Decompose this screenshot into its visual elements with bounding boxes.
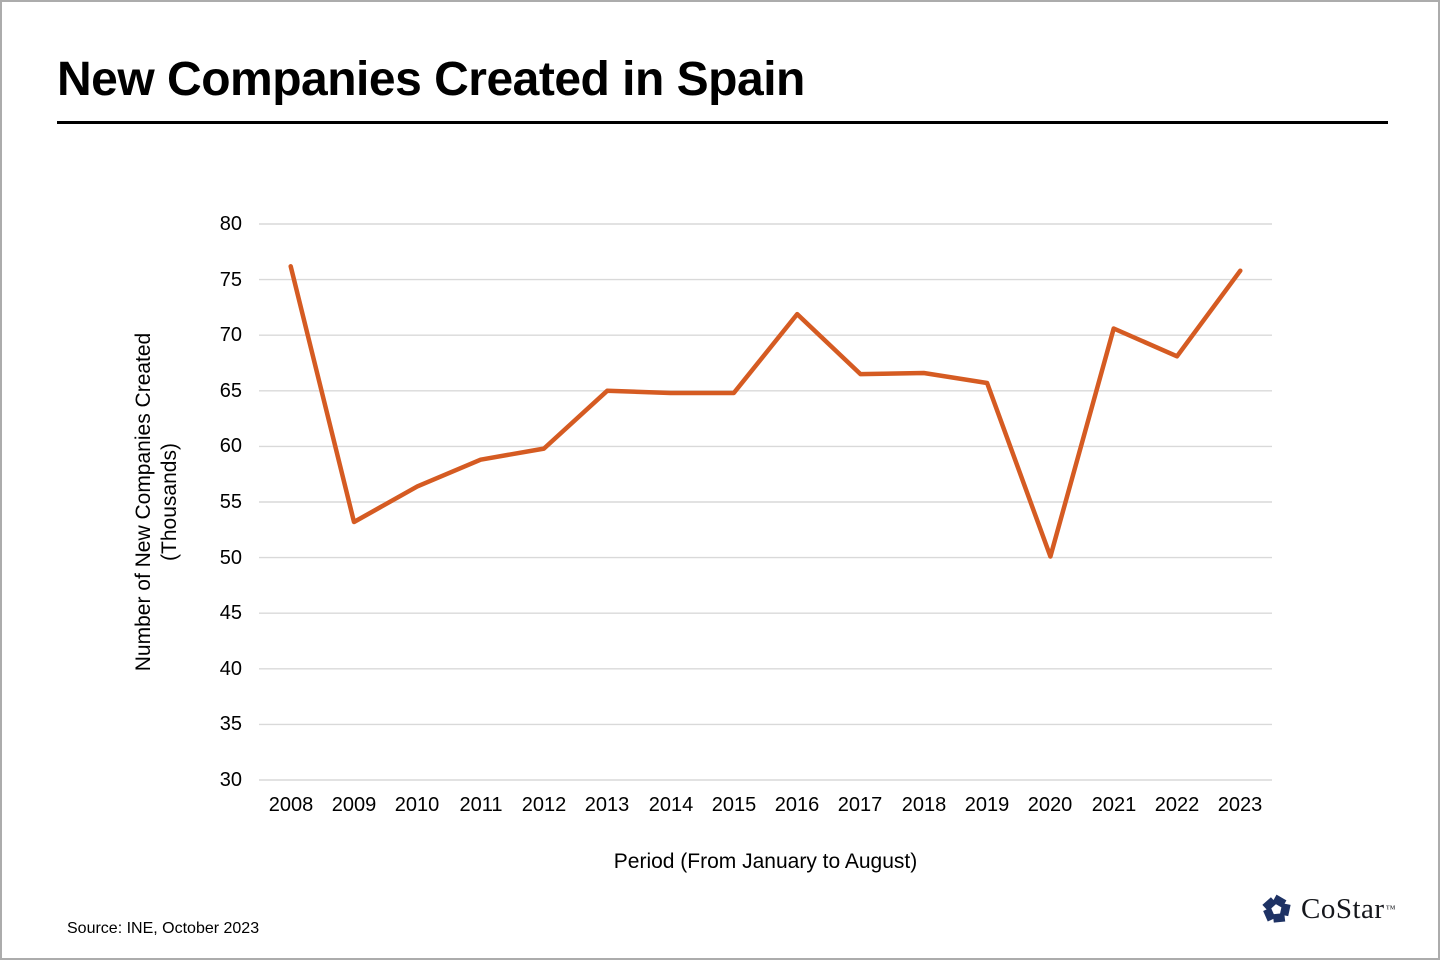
x-tick-label: 2013 — [584, 794, 630, 816]
x-tick-label: 2023 — [1217, 794, 1263, 816]
costar-logo: CoStar ™ — [1260, 890, 1395, 928]
pinwheel-blades — [1262, 894, 1291, 923]
x-tick-label: 2019 — [964, 794, 1010, 816]
x-tick-label: 2014 — [648, 794, 694, 816]
x-tick-label: 2012 — [521, 794, 567, 816]
costar-wordmark: CoStar — [1301, 892, 1385, 925]
x-tick-label: 2017 — [837, 794, 883, 816]
x-tick-label: 2008 — [268, 794, 314, 816]
costar-logo-icon — [1262, 894, 1291, 923]
data-series-line — [288, 264, 1243, 559]
x-tick-label: 2021 — [1091, 794, 1137, 816]
y-tick-label: 30 — [219, 769, 242, 791]
x-axis-title: Period (From January to August) — [613, 850, 918, 873]
x-tick-label: 2009 — [331, 794, 377, 816]
y-tick-label: 35 — [219, 713, 242, 735]
y-axis-title: Number of New Companies Created (Thousan… — [131, 333, 183, 671]
x-tick-label: 2010 — [394, 794, 440, 816]
line-chart-svg — [259, 223, 1272, 781]
gridlines — [259, 223, 1272, 781]
x-tick-label: 2011 — [459, 794, 503, 816]
x-tick-label: 2020 — [1027, 794, 1073, 816]
x-tick-label: 2022 — [1154, 794, 1200, 816]
y-axis-title-line1: Number of New Companies Created — [132, 332, 155, 672]
plot-area — [259, 223, 1272, 781]
page-title: New Companies Created in Spain — [57, 53, 805, 106]
source-note: Source: INE, October 2023 — [67, 920, 260, 937]
x-tick-label: 2018 — [901, 794, 947, 816]
y-tick-label: 80 — [219, 213, 242, 235]
x-tick-label: 2016 — [774, 794, 820, 816]
x-tick-label: 2015 — [711, 794, 757, 816]
trademark-symbol: ™ — [1385, 903, 1396, 915]
y-tick-label: 75 — [219, 269, 242, 291]
title-underline — [57, 121, 1388, 124]
y-axis-title-line2: (Thousands) — [158, 443, 181, 561]
